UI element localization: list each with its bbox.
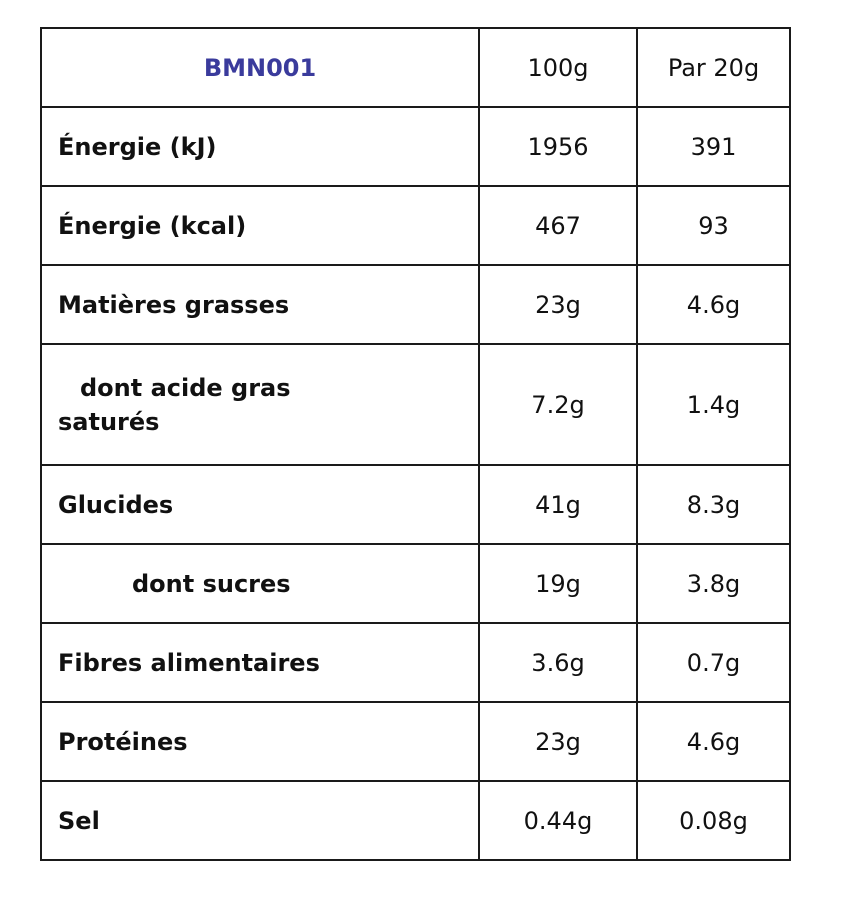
header-row: BMN001 100g Par 20g [40,27,791,108]
table-row: Énergie (kcal) 467 93 [40,185,791,266]
table-row: dont acide gras saturés 7.2g 1.4g [40,343,791,466]
table-row: Protéines 23g 4.6g [40,701,791,782]
value-100g: 1956 [478,106,638,187]
row-label: dont sucres [40,543,480,624]
row-label: Glucides [40,464,480,545]
row-label: Fibres alimentaires [40,622,480,703]
row-label: Protéines [40,701,480,782]
value-100g: 3.6g [478,622,638,703]
value-100g: 467 [478,185,638,266]
table-row: Fibres alimentaires 3.6g 0.7g [40,622,791,703]
row-label: Sel [40,780,480,861]
table-row: dont sucres 19g 3.8g [40,543,791,624]
table-row: Glucides 41g 8.3g [40,464,791,545]
value-portion: 4.6g [636,701,791,782]
value-portion: 3.8g [636,543,791,624]
table-row: Sel 0.44g 0.08g [40,780,791,861]
value-portion: 8.3g [636,464,791,545]
product-code: BMN001 [40,27,480,108]
row-label: dont acide gras saturés [40,343,480,466]
value-portion: 4.6g [636,264,791,345]
column-header-100g: 100g [478,27,638,108]
value-100g: 23g [478,264,638,345]
table-row: Matières grasses 23g 4.6g [40,264,791,345]
row-label: Énergie (kJ) [40,106,480,187]
row-label: Matières grasses [40,264,480,345]
nutrition-table: BMN001 100g Par 20g Énergie (kJ) 1956 39… [40,27,791,861]
value-portion: 0.7g [636,622,791,703]
row-label-line2: saturés [58,407,160,436]
value-portion: 1.4g [636,343,791,466]
value-100g: 0.44g [478,780,638,861]
row-label-line1: dont acide gras [80,373,291,402]
row-label: Énergie (kcal) [40,185,480,266]
column-header-portion: Par 20g [636,27,791,108]
value-100g: 7.2g [478,343,638,466]
value-portion: 391 [636,106,791,187]
value-portion: 93 [636,185,791,266]
value-100g: 41g [478,464,638,545]
value-100g: 19g [478,543,638,624]
value-100g: 23g [478,701,638,782]
value-portion: 0.08g [636,780,791,861]
table-row: Énergie (kJ) 1956 391 [40,106,791,187]
